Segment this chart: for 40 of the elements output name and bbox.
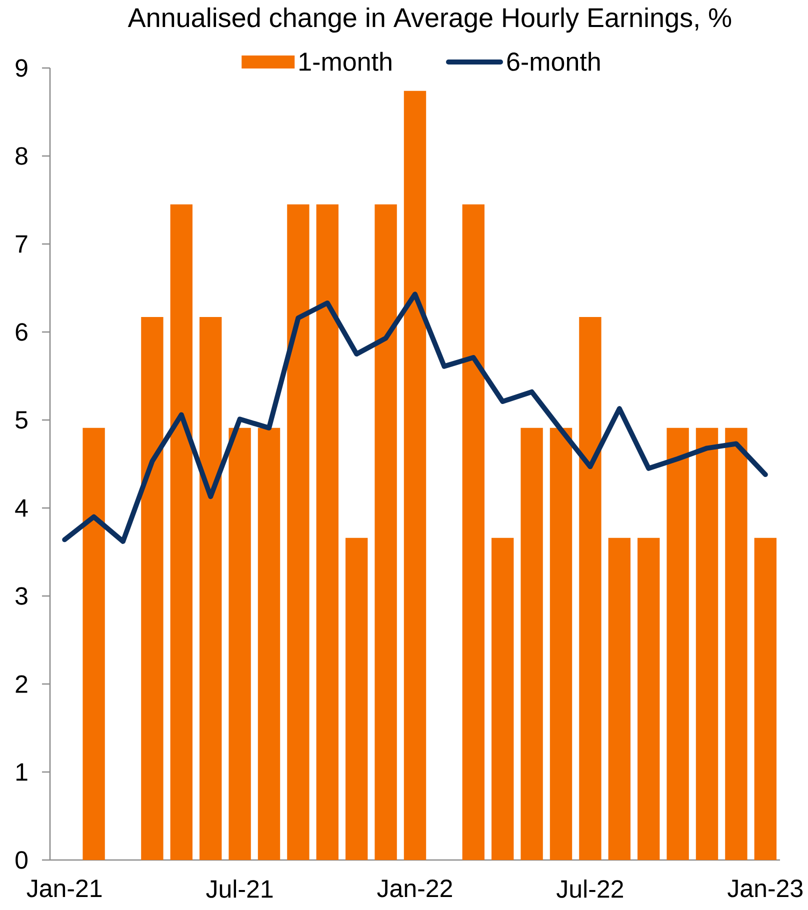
bar xyxy=(404,90,426,860)
x-tick-label: Jul-21 xyxy=(206,880,273,898)
x-tick-label: Jan-22 xyxy=(377,880,452,898)
y-tick-label: 6 xyxy=(16,323,28,341)
bar xyxy=(520,428,543,860)
x-tick-label: Jul-22 xyxy=(556,880,623,898)
bar xyxy=(82,428,105,860)
bar xyxy=(666,428,689,860)
bar xyxy=(550,428,572,860)
x-tick-label: Jan-21 xyxy=(26,880,102,898)
bar xyxy=(754,538,777,860)
bar xyxy=(141,317,164,860)
bar xyxy=(346,538,368,860)
bar xyxy=(316,204,338,860)
legend-label: 1-month xyxy=(300,52,392,71)
bar xyxy=(638,538,660,860)
bar xyxy=(200,317,222,860)
bar xyxy=(228,428,251,860)
y-tick-label: 7 xyxy=(16,235,28,253)
bar xyxy=(258,428,280,860)
bar xyxy=(374,204,397,860)
bar xyxy=(696,428,718,860)
y-tick-label: 9 xyxy=(16,59,28,77)
y-tick-label: 5 xyxy=(16,411,28,429)
y-tick-label: 4 xyxy=(15,499,28,517)
bar xyxy=(492,538,514,860)
y-tick-label: 2 xyxy=(16,675,28,693)
bar xyxy=(579,317,602,860)
bar xyxy=(725,428,748,860)
bar xyxy=(287,204,310,860)
y-tick-label: 0 xyxy=(16,851,28,869)
y-tick-label: 1 xyxy=(16,763,28,781)
legend-label: 6-month xyxy=(507,52,600,71)
chart-title: Annualised change in Average Hourly Earnings, % xyxy=(128,7,732,33)
y-tick-label: 8 xyxy=(16,147,28,165)
y-tick-label: 3 xyxy=(16,587,28,605)
x-tick-label: Jan-23 xyxy=(728,880,803,898)
bar xyxy=(608,538,630,860)
bar xyxy=(462,204,484,860)
bar xyxy=(170,204,192,860)
